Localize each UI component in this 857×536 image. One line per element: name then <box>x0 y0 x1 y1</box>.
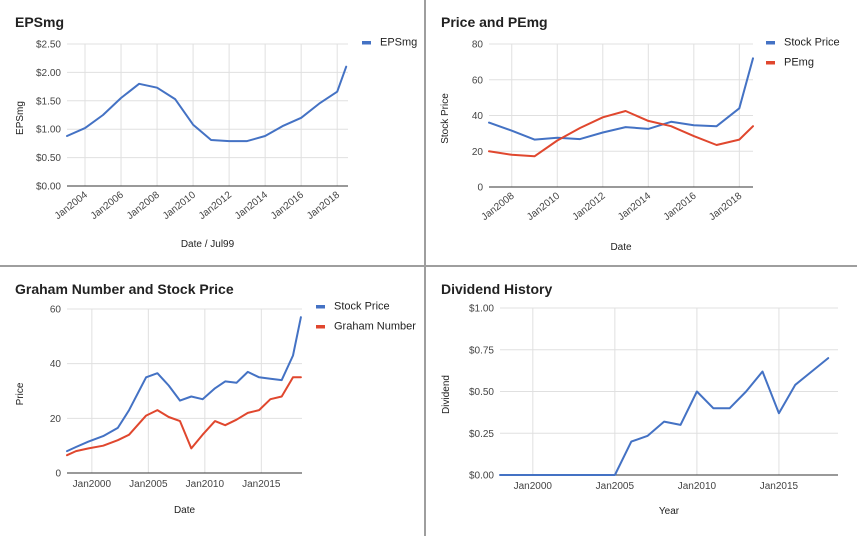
y-tick-label: 80 <box>472 40 484 51</box>
x-tick-label: Jan2010 <box>678 481 717 492</box>
graham-number-chart-svg: 0 20 40 60 Jan2000 Jan2005 Jan2010 Jan2015 Date P… <box>15 301 416 517</box>
x-tick-label: Jan2010 <box>525 190 562 223</box>
legend-label: PEmg <box>784 57 814 69</box>
y-axis-label: Stock Price <box>440 93 451 144</box>
x-tick-label: Jan2012 <box>571 190 608 223</box>
price-pemg-chart: Price and PEmg 0 20 40 60 80 Jan2008 Jan2010 Ja… <box>426 0 857 265</box>
y-tick-label: $1.00 <box>469 304 494 315</box>
y-tick-label: $1.50 <box>36 96 61 107</box>
y-tick-label: $2.50 <box>36 40 61 51</box>
y-axis-label: EPSmg <box>15 101 26 135</box>
y-tick-label: $0.50 <box>469 387 494 398</box>
y-tick-label: $0.00 <box>36 182 61 193</box>
y-tick-label: $0.75 <box>469 345 494 356</box>
x-tick-label: Jan2010 <box>186 479 225 490</box>
legend-swatch <box>316 305 325 309</box>
x-tick-label: Jan2014 <box>233 189 270 222</box>
y-tick-label: 40 <box>472 111 484 122</box>
series-line-graham-number <box>66 376 302 457</box>
x-tick-label: Jan2006 <box>89 189 126 222</box>
y-axis-label: Dividend <box>441 375 452 414</box>
legend-swatch <box>362 41 371 45</box>
y-tick-label: $0.00 <box>469 471 494 482</box>
y-tick-label: 60 <box>50 305 62 316</box>
x-tick-label: Jan2015 <box>760 481 799 492</box>
x-tick-label: Jan2016 <box>662 190 699 223</box>
x-tick-label: Jan2004 <box>53 189 90 222</box>
legend-label: Graham Number <box>334 321 416 333</box>
x-axis-label: Date <box>610 242 632 253</box>
x-tick-label: Jan2005 <box>596 481 635 492</box>
y-tick-label: 40 <box>50 359 62 370</box>
chart-title: Dividend History <box>441 281 553 297</box>
x-tick-label: Jan2005 <box>129 479 168 490</box>
y-tick-label: 0 <box>55 469 61 480</box>
y-tick-label: 0 <box>477 183 483 194</box>
dividend-history-chart-svg: $0.00 $0.25 $0.50 $0.75 $1.00 Jan2000 Jan2005 J… <box>441 304 838 517</box>
y-tick-label: $0.50 <box>36 153 61 164</box>
y-tick-label: 60 <box>472 75 484 86</box>
x-tick-label: Jan2008 <box>125 189 162 222</box>
y-tick-label: $0.25 <box>469 429 494 440</box>
epsmg-chart: EPSmg $0.00 $0.50 $1.00 $1.50 $2.00 $2.50 Jan2… <box>0 0 424 265</box>
y-tick-label: 20 <box>472 147 484 158</box>
x-tick-label: Jan2018 <box>305 189 342 222</box>
series-line-stock-price <box>66 316 302 453</box>
legend-label: Stock Price <box>784 37 840 49</box>
price-pemg-chart-svg: 0 20 40 60 80 Jan2008 Jan2010 Jan2012 Jan2014 Jan… <box>440 37 840 254</box>
legend-label: Stock Price <box>334 301 390 313</box>
legend-swatch <box>766 61 775 65</box>
vertical-divider <box>424 0 426 536</box>
x-tick-label: Jan2012 <box>197 189 234 222</box>
series-line-stock-price <box>488 57 754 141</box>
chart-title: Price and PEmg <box>441 14 548 30</box>
legend-swatch <box>316 325 325 329</box>
graham-number-chart: Graham Number and Stock Price 0 20 40 60 Jan… <box>0 267 424 536</box>
y-axis-label: Price <box>15 382 26 405</box>
horizontal-divider <box>0 265 857 267</box>
x-tick-label: Jan2008 <box>480 190 517 223</box>
chart-title: Graham Number and Stock Price <box>15 281 234 297</box>
x-axis-label: Date <box>174 505 196 516</box>
x-tick-label: Jan2014 <box>616 190 653 223</box>
legend-swatch <box>766 41 775 45</box>
y-tick-label: $2.00 <box>36 68 61 79</box>
series-line-epsmg <box>66 65 348 143</box>
x-tick-label: Jan2000 <box>514 481 553 492</box>
x-tick-label: Jan2000 <box>73 479 112 490</box>
dividend-history-chart: Dividend History $0.00 $0.25 $0.50 $0.75 $1.… <box>426 267 857 536</box>
x-axis-label: Date / Jul99 <box>181 239 235 250</box>
series-line-pemg <box>488 110 754 158</box>
x-tick-label: Jan2018 <box>707 190 744 223</box>
legend-label: EPSmg <box>380 37 417 49</box>
y-tick-label: 20 <box>50 414 62 425</box>
series-line-dividend <box>499 357 830 476</box>
x-tick-label: Jan2010 <box>161 189 198 222</box>
chart-title: EPSmg <box>15 14 65 30</box>
x-axis-label: Year <box>659 506 680 517</box>
y-tick-label: $1.00 <box>36 125 61 136</box>
x-tick-label: Jan2016 <box>269 189 306 222</box>
x-tick-label: Jan2015 <box>242 479 281 490</box>
